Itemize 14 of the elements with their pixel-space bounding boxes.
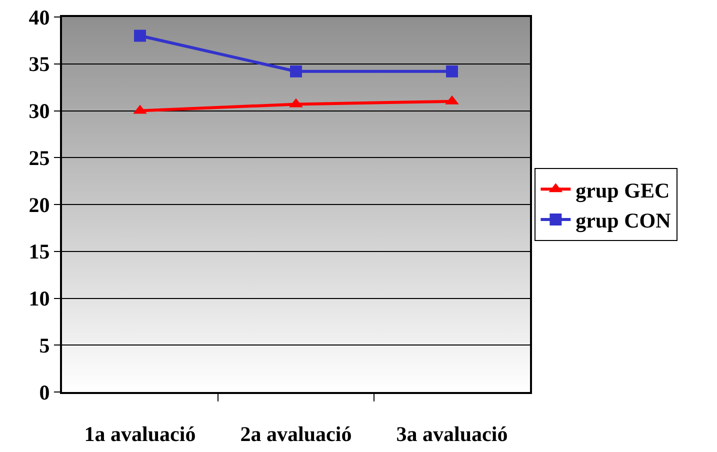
x-tick-label: 2a avaluació: [240, 422, 352, 446]
legend-label: grup GEC: [576, 178, 670, 202]
y-tick-label: 20: [28, 192, 50, 217]
y-tick-label: 40: [28, 5, 50, 30]
y-tick-label: 30: [28, 99, 50, 124]
x-tick-label: 1a avaluació: [84, 422, 196, 446]
y-tick-label: 15: [28, 240, 50, 264]
y-tick-label: 25: [28, 146, 50, 170]
legend-label: grup CON: [576, 208, 671, 233]
y-tick-label: 10: [28, 286, 50, 311]
y-tick-label: 0: [39, 380, 50, 404]
y-tick-label: 5: [39, 333, 50, 358]
x-tick-label: 3a avaluació: [396, 422, 508, 446]
y-tick-label: 35: [28, 52, 50, 76]
